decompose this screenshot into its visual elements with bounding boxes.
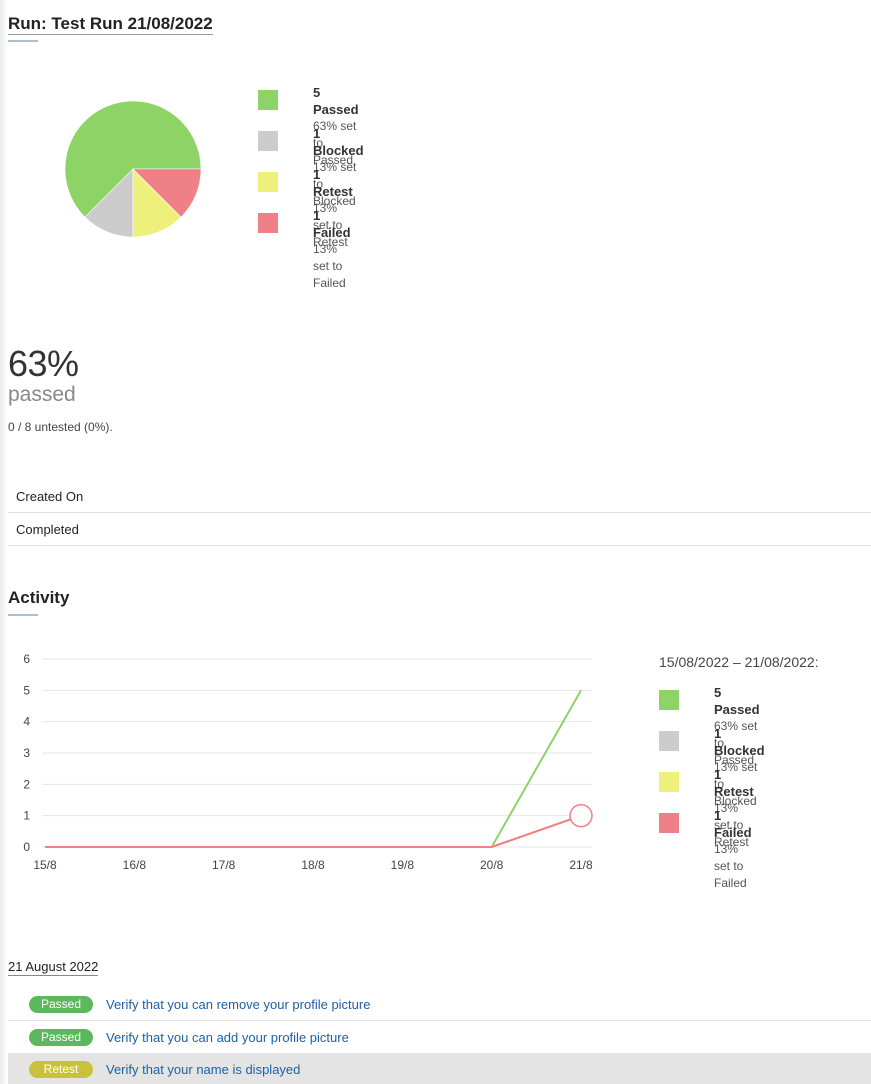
test-title-link[interactable]: Verify that you can add your profile pic… — [106, 1030, 349, 1045]
y-tick-label: 1 — [23, 809, 30, 823]
untested-count: 0 / 8 untested (0%). — [8, 420, 113, 434]
legend-sub-blocked: 13% set to Blocked — [313, 160, 357, 208]
completed-label: Completed — [16, 522, 79, 537]
activity-legend-title-blocked: 1 Blocked — [714, 726, 765, 758]
activity-legend-title-failed: 1 Failed — [714, 808, 752, 840]
x-tick-label: 21/8 — [569, 858, 593, 872]
result-row[interactable]: Passed Verify that you can remove your p… — [8, 988, 871, 1021]
legend-sub-failed: 13% set to Failed — [313, 242, 346, 290]
activity-legend-sub-blocked: 13% set to Blocked — [714, 760, 758, 808]
legend-title-retest: 1 Retest — [313, 167, 353, 199]
series-line-failed — [45, 814, 582, 848]
y-tick-label: 5 — [23, 683, 30, 697]
legend-swatch-failed — [258, 213, 278, 233]
completed-row: Completed — [8, 513, 871, 546]
y-tick-label: 2 — [23, 777, 30, 791]
legend-swatch-retest — [258, 172, 278, 192]
legend-title-failed: 1 Failed — [313, 208, 351, 240]
test-title-link[interactable]: Verify that you can remove your profile … — [106, 997, 371, 1012]
activity-legend-sub-retest: 13% set to Retest — [714, 801, 749, 849]
legend-sub-passed: 63% set to Passed — [313, 119, 357, 167]
activity-legend-swatch-failed — [659, 813, 679, 833]
legend-title-blocked: 1 Blocked — [313, 126, 364, 158]
status-pie-chart — [64, 100, 202, 238]
test-title-link[interactable]: Verify that your name is displayed — [106, 1062, 301, 1077]
x-tick-label: 16/8 — [123, 858, 147, 872]
result-row[interactable]: Passed Verify that you can add your prof… — [8, 1021, 871, 1054]
activity-legend-title-retest: 1 Retest — [714, 767, 754, 799]
y-tick-label: 6 — [23, 652, 30, 666]
activity-legend-title-passed: 5 Passed — [714, 685, 760, 717]
activity-legend-sub-passed: 63% set to Passed — [714, 719, 758, 767]
y-tick-label: 3 — [23, 746, 30, 760]
result-row[interactable]: Retest Verify that your name is displaye… — [8, 1053, 871, 1084]
created-on-row: Created On — [8, 480, 871, 513]
activity-heading-text: Activity — [8, 588, 70, 607]
left-edge-shadow — [0, 0, 8, 1084]
activity-date-range: 15/08/2022 – 21/08/2022: — [659, 654, 819, 670]
legend-sub-retest: 13% set to Retest — [313, 201, 348, 249]
highlight-point-marker — [569, 803, 593, 828]
passed-label: passed — [8, 383, 76, 406]
x-tick-label: 17/8 — [212, 858, 236, 872]
x-tick-label: 18/8 — [301, 858, 325, 872]
x-tick-label: 15/8 — [33, 858, 57, 872]
x-tick-label: 20/8 — [480, 858, 504, 872]
run-title-underline — [8, 40, 38, 42]
legend-swatch-blocked — [258, 131, 278, 151]
activity-legend-swatch-passed — [659, 690, 679, 710]
run-title-text: Run: Test Run 21/08/2022 — [8, 14, 213, 35]
activity-heading: Activity — [8, 588, 69, 616]
run-title: Run: Test Run 21/08/2022 — [8, 14, 213, 42]
legend-swatch-passed — [258, 90, 278, 110]
status-badge: Passed — [29, 1029, 93, 1046]
y-tick-label: 0 — [23, 840, 30, 854]
results-date-heading: 21 August 2022 — [8, 959, 99, 976]
pie-slice-failed — [132, 168, 202, 218]
legend-title-passed: 5 Passed — [313, 85, 359, 117]
status-badge: Retest — [29, 1061, 93, 1078]
activity-line-chart: 0 1 2 3 4 5 6 15/8 16/8 17/8 18/8 19/8 20/8 21/8 — [23, 652, 593, 872]
activity-heading-underline — [8, 614, 38, 616]
series-line-passed — [45, 689, 582, 848]
created-on-label: Created On — [16, 489, 84, 504]
passed-percentage: 63% — [8, 343, 79, 384]
activity-legend-swatch-retest — [659, 772, 679, 792]
activity-legend-sub-failed: 13% set to Failed — [714, 842, 747, 890]
pie-slice-passed — [64, 100, 202, 218]
y-tick-label: 4 — [23, 715, 30, 729]
x-tick-label: 19/8 — [391, 858, 415, 872]
status-badge: Passed — [29, 996, 93, 1013]
activity-legend-swatch-blocked — [659, 731, 679, 751]
